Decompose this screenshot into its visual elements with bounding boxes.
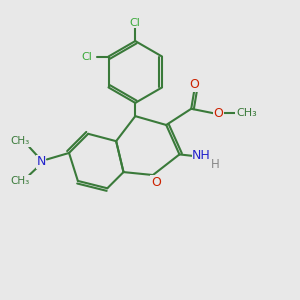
Text: O: O [189, 78, 199, 91]
Text: O: O [151, 176, 161, 189]
Text: CH₃: CH₃ [236, 108, 257, 118]
Text: H: H [210, 158, 219, 171]
Text: Cl: Cl [130, 18, 141, 28]
Text: Cl: Cl [82, 52, 93, 61]
Text: CH₃: CH₃ [11, 176, 30, 186]
Text: N: N [36, 155, 46, 168]
Text: NH: NH [192, 149, 211, 162]
Text: O: O [214, 107, 224, 120]
Text: CH₃: CH₃ [11, 136, 30, 146]
